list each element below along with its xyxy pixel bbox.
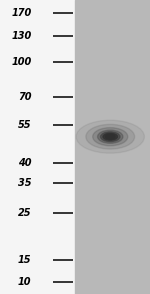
Text: 170: 170 [11, 8, 32, 18]
Text: 100: 100 [11, 57, 32, 67]
Text: 25: 25 [18, 208, 32, 218]
Text: 40: 40 [18, 158, 32, 168]
Ellipse shape [103, 133, 118, 140]
Ellipse shape [105, 134, 115, 139]
Text: 130: 130 [11, 31, 32, 41]
Bar [75, 0, 150, 294]
Text: 10: 10 [18, 277, 32, 287]
Ellipse shape [100, 132, 120, 142]
Ellipse shape [93, 128, 128, 146]
Text: 55: 55 [18, 120, 32, 130]
Text: 15: 15 [18, 255, 32, 265]
Text: 70: 70 [18, 92, 32, 102]
Ellipse shape [98, 130, 123, 143]
Bar [0, 0, 75, 294]
Ellipse shape [76, 120, 144, 153]
Text: 35: 35 [18, 178, 32, 188]
Ellipse shape [86, 124, 135, 149]
